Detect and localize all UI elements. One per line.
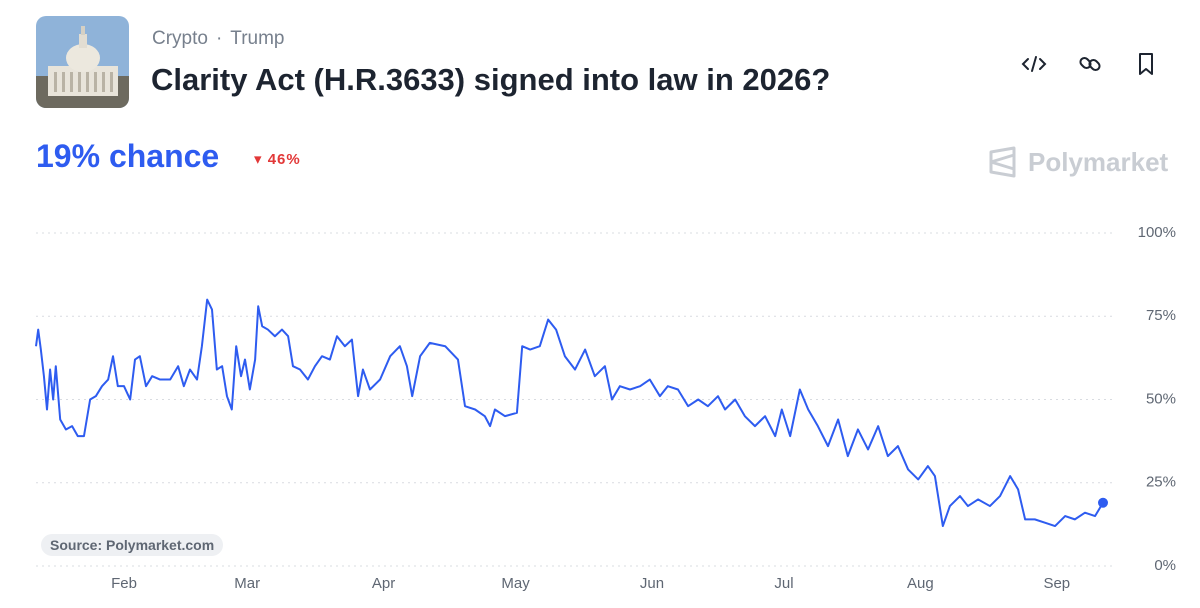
y-tick-label: 100% [1138, 224, 1176, 241]
embed-button[interactable] [1018, 48, 1050, 80]
change-value: 46% [267, 151, 301, 168]
x-tick-label: Mar [234, 575, 260, 592]
end-point [1098, 497, 1108, 508]
source: Source: Polymarket.com [41, 534, 224, 556]
x-tick-label: Feb [111, 575, 137, 592]
actions [1018, 48, 1162, 80]
bookmark-button[interactable] [1130, 48, 1162, 80]
x-tick-label: May [501, 575, 530, 592]
separator: · [215, 28, 223, 49]
brand: Polymarket [988, 146, 1168, 178]
link-button[interactable] [1074, 48, 1106, 80]
brand-name: Polymarket [1028, 146, 1169, 177]
x-tick-label: Sep [1043, 575, 1070, 592]
x-tick-label: Aug [907, 575, 934, 592]
brand-logo [989, 146, 1016, 178]
chance: 19% chance [36, 138, 220, 174]
market-image [36, 16, 129, 108]
category[interactable]: Crypto [152, 28, 208, 49]
line [35, 298, 1104, 528]
y-tick-label: 50% [1146, 390, 1176, 407]
category[interactable]: Trump [230, 28, 285, 49]
y-tick-label: 75% [1146, 307, 1176, 324]
x-tick-label: Apr [372, 575, 395, 592]
x-tick-label: Jun [640, 575, 664, 592]
breadcrumbs: Crypto · Trump [152, 28, 285, 50]
capitol-icon [36, 16, 129, 108]
market-title: Clarity Act (H.R.3633) signed into law i… [151, 62, 831, 97]
x-tick-label: Jul [774, 575, 793, 592]
down-arrow: ▾ [254, 151, 263, 168]
y-tick-label: 0% [1154, 557, 1176, 574]
y-tick-label: 25% [1146, 474, 1176, 491]
change: ▾ 46% [254, 150, 301, 168]
